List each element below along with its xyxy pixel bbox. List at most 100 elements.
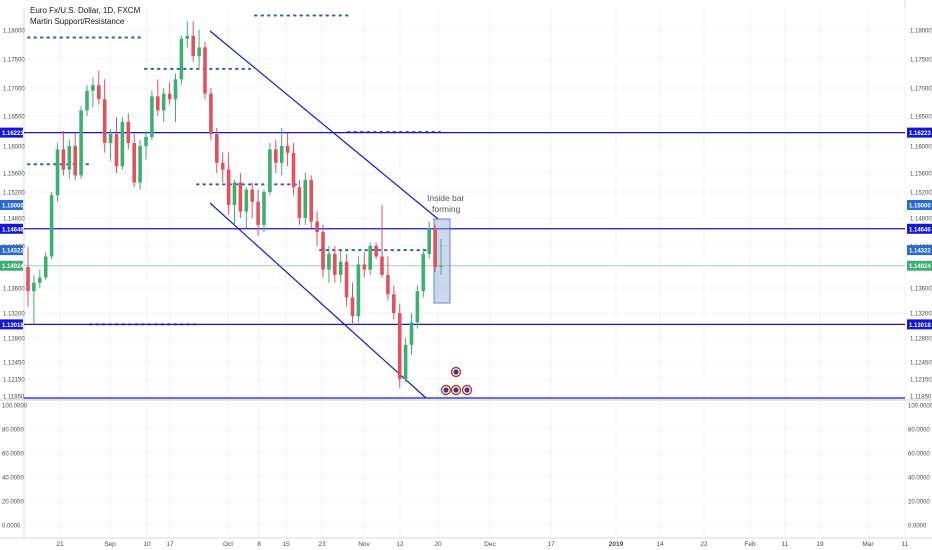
candle-body xyxy=(291,152,296,188)
indicator-title: Martin Support/Resistance xyxy=(30,17,125,26)
x-tick-label: 14 xyxy=(656,541,664,548)
x-tick-label: 21 xyxy=(56,541,64,548)
candle-body xyxy=(433,228,437,267)
candle-body xyxy=(409,322,414,345)
candle-body xyxy=(415,291,420,323)
candle-body xyxy=(91,85,95,91)
price-label-bg xyxy=(907,223,932,234)
y-tick-label: 1.11850 xyxy=(910,395,932,401)
candle-body xyxy=(356,264,361,317)
x-tick-label: 8 xyxy=(257,541,261,548)
candle-body xyxy=(126,122,131,143)
y-tick-label: 1.14800 xyxy=(910,217,932,223)
lower-y-tick-label: 40.0000 xyxy=(908,476,930,482)
candle-body xyxy=(386,274,390,295)
lower-y-tick-label: 60.0000 xyxy=(2,452,24,458)
annotation-line-1: Inside bar xyxy=(427,193,464,203)
x-tick-label: 20 xyxy=(434,541,442,548)
candle-body xyxy=(350,297,355,317)
y-tick-label: 1.13200 xyxy=(3,312,25,318)
x-tick-label: 11 xyxy=(782,541,789,548)
x-tick-label: 19 xyxy=(816,541,824,548)
candle-body xyxy=(67,146,72,170)
channel-lower-line xyxy=(209,202,427,399)
channel-upper-line xyxy=(209,30,439,220)
candle-body xyxy=(191,35,195,57)
event-flag-icon[interactable] xyxy=(450,384,462,396)
candle-body xyxy=(374,246,378,257)
price-label: 1.14322 xyxy=(909,249,931,255)
candlestick-series xyxy=(26,21,443,388)
candle-body xyxy=(274,149,278,163)
candle-body xyxy=(197,47,201,57)
candle-body xyxy=(333,253,337,275)
price-label-bg xyxy=(0,245,23,256)
candle-body xyxy=(38,277,42,283)
y-tick-label: 1.18000 xyxy=(910,29,932,35)
candle-body xyxy=(439,265,443,267)
x-tick-label: Sep xyxy=(104,541,116,548)
candle-body xyxy=(392,294,396,313)
price-label-bg xyxy=(907,200,932,210)
price-label: 1.15000 xyxy=(909,204,931,210)
candle-body xyxy=(315,221,319,232)
lower-y-tick-label: 20.0000 xyxy=(908,500,930,506)
x-tick-label: 11 xyxy=(902,541,909,548)
candle-body xyxy=(344,261,349,298)
candle-body xyxy=(321,232,325,270)
lower-y-tick-label: 0.0000 xyxy=(2,524,21,530)
price-axes: 1.18000 1.18000 1.17500 1.17500 1.17000 1.170… xyxy=(0,29,932,401)
x-tick-label: 15 xyxy=(282,541,290,548)
price-label: 1.16223 xyxy=(909,131,931,137)
candle-body xyxy=(209,93,213,134)
candle-body xyxy=(26,267,30,292)
candle-body xyxy=(108,134,113,143)
candle-body xyxy=(102,99,107,143)
x-tick-label: Dec xyxy=(484,541,496,548)
x-tick-label: 17 xyxy=(547,541,555,548)
candle-body xyxy=(297,187,302,218)
event-flag-icon[interactable] xyxy=(461,384,473,396)
symbol-title: Euro Fx/U.S. Dollar, 1D, FXCM xyxy=(30,6,141,15)
candle-body xyxy=(61,149,66,170)
price-label: 1.14646 xyxy=(909,227,931,233)
y-tick-label: 1.15200 xyxy=(910,191,932,197)
candle-body xyxy=(185,35,190,39)
candle-body xyxy=(156,96,160,111)
x-tick-label: Nov xyxy=(358,541,370,548)
candle-body xyxy=(368,246,372,270)
y-tick-label: 1.16000 xyxy=(3,145,25,151)
y-tick-label: 1.12450 xyxy=(910,361,932,367)
price-label: 1.14024 xyxy=(909,264,931,270)
y-tick-label: 1.11850 xyxy=(3,395,25,401)
lower-y-tick-label: 60.0000 xyxy=(908,452,930,458)
event-flag-icon[interactable] xyxy=(440,384,452,396)
candle-body xyxy=(49,195,54,257)
candle-body xyxy=(85,90,89,111)
price-label: 1.14024 xyxy=(2,264,24,270)
price-label-bg xyxy=(0,200,23,210)
y-tick-label: 1.16500 xyxy=(910,115,932,121)
lower-y-tick-label: 80.0000 xyxy=(908,428,930,434)
candle-body xyxy=(167,93,172,100)
lower-y-tick-label: 80.0000 xyxy=(2,428,24,434)
price-label-bg xyxy=(0,223,23,234)
lower-y-tick-label: 40.0000 xyxy=(2,476,24,482)
candle-body xyxy=(285,146,290,153)
event-flag-core xyxy=(464,387,470,393)
candle-body xyxy=(268,149,272,192)
candle-body xyxy=(79,110,83,176)
economic-event-markers[interactable] xyxy=(440,366,473,396)
candle-body xyxy=(179,38,184,80)
event-flag-icon[interactable] xyxy=(450,366,462,378)
y-tick-label: 1.15600 xyxy=(3,172,25,178)
x-tick-label: Oct xyxy=(223,541,233,548)
candle-body xyxy=(338,261,343,275)
y-tick-label: 1.12800 xyxy=(3,337,25,343)
candle-body xyxy=(73,146,77,176)
lower-indicator-pane: 100.0000 100.0000 80.0000 80.0000 60.0000 60.… xyxy=(0,399,932,530)
candle-body xyxy=(427,228,431,254)
